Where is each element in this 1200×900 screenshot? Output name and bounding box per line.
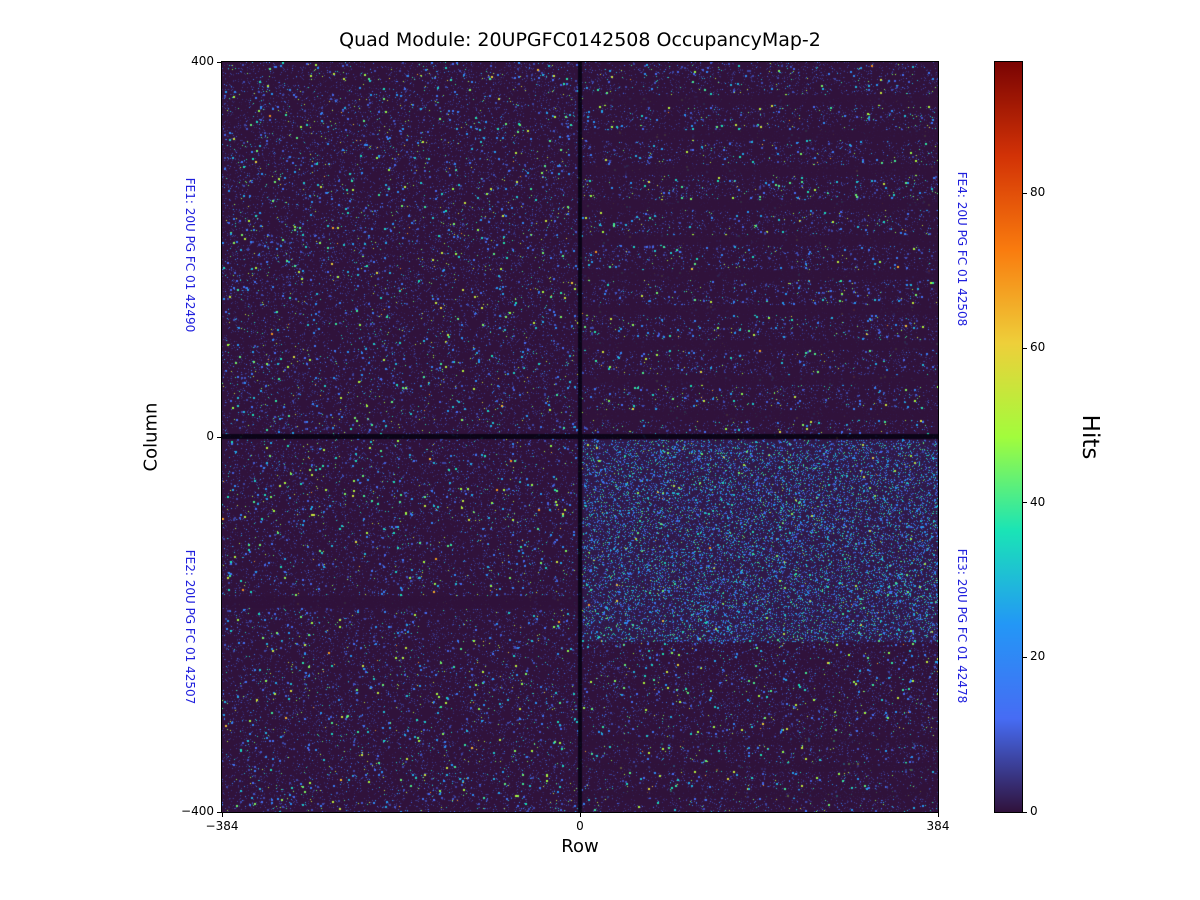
fe4-serial-label: FE4: 20U PG FC 01 42508 xyxy=(955,171,969,327)
y-axis-label: Column xyxy=(140,402,162,472)
colorbar-label: Hits xyxy=(1077,414,1103,460)
y-tick-label: 400 xyxy=(191,54,214,68)
colorbar-tick-mark xyxy=(1023,347,1027,349)
fe1-serial-label: FE1: 20U PG FC 01 42490 xyxy=(183,177,197,333)
y-tick-mark xyxy=(217,811,221,813)
colorbar-tick-mark xyxy=(1023,192,1027,194)
x-tick-mark xyxy=(579,813,581,817)
y-tick-mark xyxy=(217,61,221,63)
fe2-serial-label: FE2: 20U PG FC 01 42507 xyxy=(183,549,197,705)
x-tick-label: 0 xyxy=(576,819,584,833)
colorbar-tick-mark xyxy=(1023,656,1027,658)
colorbar xyxy=(994,61,1023,813)
y-tick-label: −400 xyxy=(181,804,214,818)
colorbar-tick-label: 80 xyxy=(1030,185,1046,200)
x-tick-label: 384 xyxy=(926,819,950,833)
colorbar-tick-label: 0 xyxy=(1030,804,1038,818)
x-tick-mark xyxy=(937,813,939,817)
colorbar-tick-mark xyxy=(1023,502,1027,504)
x-axis-label: Row xyxy=(561,836,599,857)
y-tick-label: 0 xyxy=(206,429,214,443)
colorbar-tick-label: 40 xyxy=(1030,494,1046,509)
colorbar-tick-mark xyxy=(1023,811,1027,813)
x-tick-label: −384 xyxy=(205,819,239,833)
chart-title: Quad Module: 20UPGFC0142508 OccupancyMap… xyxy=(339,29,821,51)
plot-area xyxy=(221,61,939,813)
fe3-serial-label: FE3: 20U PG FC 01 42478 xyxy=(955,548,969,704)
y-tick-mark xyxy=(217,436,221,438)
colorbar-tick-label: 20 xyxy=(1030,649,1046,664)
heatmap-canvas xyxy=(222,62,938,812)
x-tick-mark xyxy=(221,813,223,817)
colorbar-tick-label: 60 xyxy=(1030,340,1046,355)
